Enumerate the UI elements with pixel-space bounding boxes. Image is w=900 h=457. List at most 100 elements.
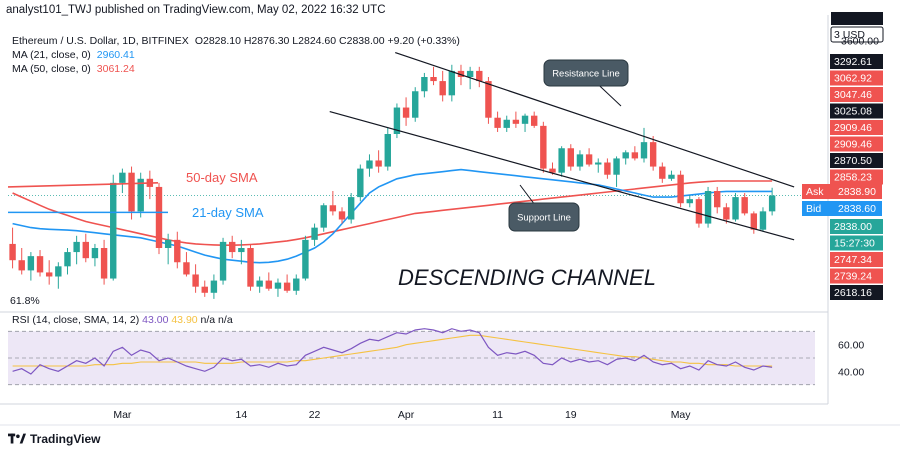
candle-body bbox=[91, 248, 99, 259]
candle bbox=[311, 223, 318, 246]
candle-body bbox=[293, 278, 300, 291]
time-tick-label: 14 bbox=[236, 409, 248, 421]
rsi-label: RSI (14, close, SMA, 14, 2) bbox=[12, 314, 140, 326]
price-label: 3062.92 bbox=[830, 70, 883, 86]
axes: Mar 14 22 Apr 11 19 May 60.00 40.00 bbox=[113, 340, 864, 421]
price-label-text: 3047.46 bbox=[834, 89, 872, 101]
legend-symbol-row: Ethereum / U.S. Dollar, 1D, BITFINEX O28… bbox=[12, 34, 460, 48]
candle-body bbox=[164, 239, 172, 248]
candle bbox=[750, 211, 758, 234]
candle bbox=[576, 150, 584, 171]
time-tick-label: Apr bbox=[398, 409, 415, 421]
candle-body bbox=[750, 213, 758, 230]
candle-body bbox=[347, 197, 355, 220]
candle bbox=[329, 191, 337, 216]
candle bbox=[174, 231, 181, 269]
candle bbox=[494, 111, 501, 132]
fib-level-label: 61.8% bbox=[10, 295, 40, 307]
time-tick-label: 19 bbox=[565, 409, 577, 421]
tradingview-logo-icon bbox=[8, 433, 26, 444]
candle-body bbox=[457, 70, 465, 77]
candle-body bbox=[384, 134, 391, 167]
candle bbox=[503, 115, 510, 132]
candle-body bbox=[375, 160, 382, 167]
support-callout-text: Support Line bbox=[517, 213, 571, 224]
price-label-text: 2838.00 bbox=[834, 221, 872, 233]
candle-body bbox=[595, 162, 602, 165]
rsi-legend: RSI (14, close, SMA, 14, 2) 43.00 43.90 … bbox=[12, 314, 233, 326]
candle-body bbox=[466, 70, 474, 77]
price-label: 2858.23 bbox=[830, 169, 883, 185]
price-label-box bbox=[830, 219, 883, 234]
candle bbox=[320, 203, 327, 232]
published-by-line: analyst101_TWJ published on TradingView.… bbox=[6, 4, 386, 16]
candle bbox=[119, 168, 126, 194]
ask-box: Ask 2838.90 bbox=[802, 184, 882, 199]
candle-body bbox=[18, 260, 25, 271]
candle-body bbox=[36, 256, 44, 273]
tradingview-footer[interactable]: TradingView bbox=[8, 432, 100, 446]
candle-body bbox=[274, 282, 282, 289]
candle bbox=[375, 150, 382, 173]
candle-body bbox=[55, 266, 62, 277]
candle-body bbox=[640, 142, 648, 159]
candle-body bbox=[256, 280, 263, 287]
candle bbox=[192, 264, 199, 293]
candle-body bbox=[604, 162, 611, 175]
price-label: 15:27:30 bbox=[830, 235, 883, 251]
candle-body bbox=[402, 107, 410, 118]
candle-body bbox=[137, 178, 144, 212]
price-label-box bbox=[830, 252, 883, 267]
rsi-tick-label: 60.00 bbox=[838, 340, 864, 352]
candle bbox=[36, 250, 44, 277]
resistance-callout-text: Resistance Line bbox=[552, 69, 620, 80]
candle-body bbox=[649, 142, 657, 167]
annotations: 50-day SMA 21-day SMA DESCENDING CHANNEL 61… bbox=[10, 59, 656, 307]
bid-box-label: Bid bbox=[806, 203, 821, 215]
time-tick-label: 22 bbox=[309, 409, 321, 421]
candle-body bbox=[393, 107, 401, 134]
price-label: 2909.46 bbox=[830, 136, 883, 152]
candle bbox=[613, 156, 620, 187]
candle-body bbox=[503, 119, 510, 128]
candle-body bbox=[128, 172, 135, 212]
candle-body bbox=[210, 280, 218, 293]
candle-body bbox=[45, 272, 53, 277]
candle bbox=[741, 193, 748, 216]
price-label-text: 2858.23 bbox=[834, 172, 872, 184]
candle-body bbox=[622, 152, 629, 159]
candle bbox=[247, 243, 254, 291]
price-label: 2838.00 bbox=[830, 219, 883, 234]
candle bbox=[512, 111, 520, 128]
candle bbox=[668, 170, 675, 181]
price-tick-label: 3600.00 bbox=[841, 35, 879, 47]
price-label: 2747.34 bbox=[830, 252, 883, 267]
ohlc-values: O2828.10 H2876.30 L2824.60 C2838.00 +9.2… bbox=[194, 35, 460, 47]
candle-body bbox=[283, 282, 291, 291]
candle-body bbox=[9, 243, 16, 261]
candle-body bbox=[494, 117, 501, 128]
price-label-text: 2618.16 bbox=[834, 287, 872, 299]
candle bbox=[283, 274, 291, 293]
candle bbox=[219, 237, 227, 285]
candle-body bbox=[613, 158, 620, 175]
candle-body bbox=[357, 168, 364, 198]
candle bbox=[91, 243, 99, 267]
candle bbox=[338, 207, 346, 224]
time-tick-label: 11 bbox=[492, 409, 503, 421]
ma50-value: 3061.24 bbox=[96, 63, 135, 75]
candle-body bbox=[421, 77, 428, 92]
candle bbox=[366, 154, 373, 177]
candle-body bbox=[82, 241, 89, 259]
sma50-guide-line bbox=[7, 182, 159, 188]
candle bbox=[540, 121, 547, 173]
candle-body bbox=[686, 199, 693, 204]
price-label: 3047.46 bbox=[830, 87, 883, 102]
candle-body bbox=[320, 205, 327, 228]
ma21-value: 2960.41 bbox=[96, 49, 135, 61]
candle bbox=[640, 127, 648, 163]
candle-body bbox=[759, 211, 767, 230]
symbol-title: Ethereum / U.S. Dollar, 1D, BITFINEX bbox=[12, 35, 189, 47]
price-label-text: 2747.34 bbox=[834, 254, 872, 266]
